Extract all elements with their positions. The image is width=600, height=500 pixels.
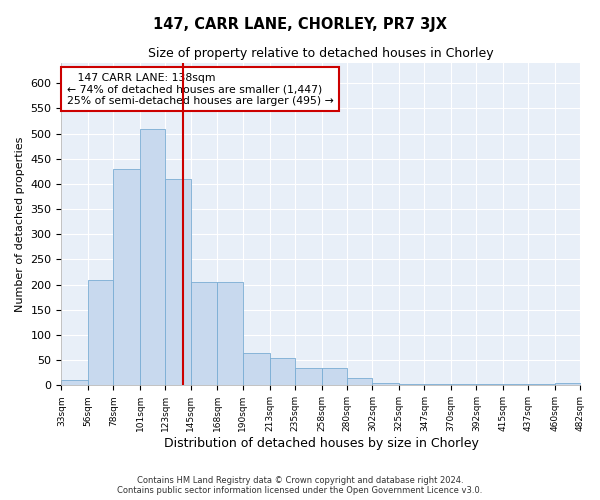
Bar bbox=[61, 380, 88, 386]
Bar bbox=[166, 179, 191, 386]
Bar bbox=[373, 383, 399, 386]
Bar bbox=[503, 384, 529, 386]
Bar bbox=[140, 128, 166, 386]
Title: Size of property relative to detached houses in Chorley: Size of property relative to detached ho… bbox=[148, 48, 494, 60]
Bar bbox=[88, 280, 113, 386]
Text: 147 CARR LANE: 138sqm
← 74% of detached houses are smaller (1,447)
25% of semi-d: 147 CARR LANE: 138sqm ← 74% of detached … bbox=[67, 72, 334, 106]
Bar bbox=[555, 383, 581, 386]
Bar bbox=[529, 384, 555, 386]
Bar bbox=[295, 368, 322, 386]
Bar bbox=[322, 368, 347, 386]
X-axis label: Distribution of detached houses by size in Chorley: Distribution of detached houses by size … bbox=[164, 437, 478, 450]
Bar bbox=[191, 282, 217, 386]
Bar bbox=[243, 352, 269, 386]
Bar bbox=[399, 384, 424, 386]
Bar bbox=[269, 358, 295, 386]
Bar bbox=[424, 384, 451, 386]
Bar bbox=[451, 384, 476, 386]
Bar bbox=[476, 384, 503, 386]
Text: Contains HM Land Registry data © Crown copyright and database right 2024.
Contai: Contains HM Land Registry data © Crown c… bbox=[118, 476, 482, 495]
Bar bbox=[113, 169, 140, 386]
Text: 147, CARR LANE, CHORLEY, PR7 3JX: 147, CARR LANE, CHORLEY, PR7 3JX bbox=[153, 18, 447, 32]
Y-axis label: Number of detached properties: Number of detached properties bbox=[15, 136, 25, 312]
Bar bbox=[217, 282, 243, 386]
Bar bbox=[347, 378, 373, 386]
